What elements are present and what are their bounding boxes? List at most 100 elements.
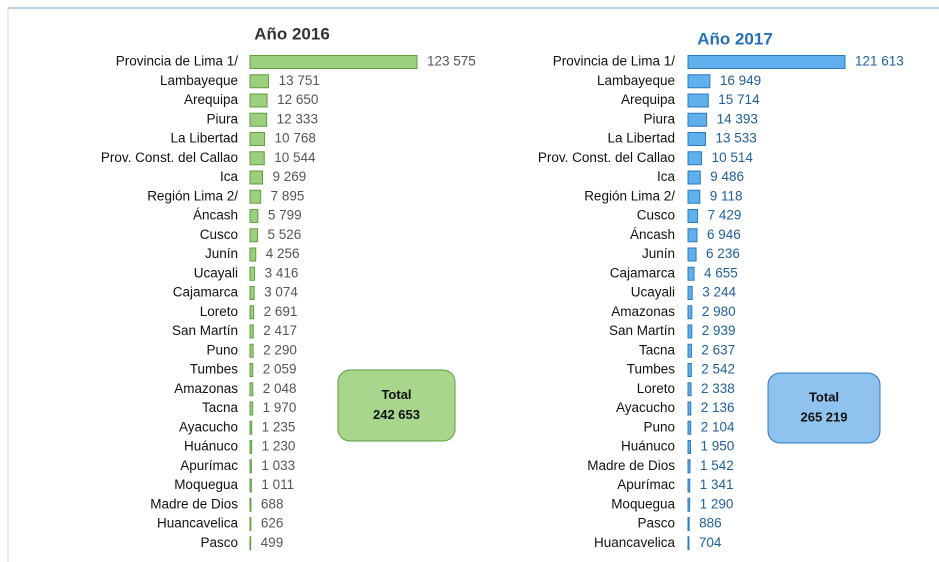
value-label: 2 290: [263, 342, 297, 357]
bar: [687, 478, 691, 493]
category-label: Tumbes: [627, 362, 676, 377]
bar: [249, 74, 270, 89]
bar: [249, 151, 265, 166]
category-label: Pasco: [200, 535, 238, 550]
category-label: Áncash: [630, 227, 675, 242]
total-value: 242 653: [373, 407, 420, 422]
category-label: Provincia de Lima 1/: [553, 54, 676, 69]
category-label: Prov. Const. del Callao: [101, 150, 238, 165]
value-label: 886: [699, 516, 722, 531]
value-label: 121 613: [855, 54, 904, 69]
category-label: Huánuco: [184, 439, 238, 454]
category-label: San Martín: [609, 323, 675, 338]
value-label: 9 269: [273, 169, 307, 184]
bar: [687, 189, 701, 204]
value-label: 1 290: [700, 496, 734, 511]
category-label: Piura: [643, 111, 675, 126]
value-label: 9 118: [710, 188, 743, 203]
value-label: 10 544: [274, 150, 316, 165]
category-label: Provincia de Lima 1/: [116, 54, 239, 69]
category-label: Lambayeque: [160, 73, 238, 88]
bar: [687, 324, 693, 339]
bar: [249, 266, 256, 281]
value-label: 688: [261, 496, 284, 511]
bar: [687, 401, 692, 416]
category-label: Ucayali: [194, 265, 238, 280]
value-label: 2 059: [263, 362, 297, 377]
value-label: 7 895: [271, 188, 305, 203]
bar: [249, 247, 257, 262]
category-label: Madre de Dios: [150, 496, 238, 511]
bar: [687, 209, 699, 223]
value-label: 9 486: [710, 169, 744, 184]
value-label: 1 341: [700, 477, 734, 492]
total-box: [767, 372, 881, 444]
category-label: Ica: [220, 169, 239, 184]
value-label: 13 533: [715, 131, 756, 146]
category-label: Piura: [206, 111, 238, 126]
value-label: 499: [261, 535, 284, 550]
value-label: 3 244: [702, 285, 736, 300]
bar: [249, 382, 254, 397]
value-label: 2 637: [701, 342, 735, 357]
bar: [687, 132, 706, 146]
value-label: 7 429: [708, 208, 742, 223]
category-label: Puno: [206, 342, 238, 357]
value-label: 1 230: [262, 439, 296, 454]
category-label: Ucayali: [631, 285, 675, 300]
bar: [249, 536, 252, 551]
bar: [249, 517, 252, 531]
value-label: 3 416: [265, 265, 299, 280]
category-label: Prov. Const. del Callao: [538, 150, 675, 165]
bar: [249, 459, 252, 474]
chart-title: Año 2016: [254, 24, 330, 43]
bar: [249, 170, 264, 185]
bar: [687, 459, 691, 474]
value-label: 3 074: [264, 285, 298, 300]
category-label: Huánuco: [621, 439, 675, 454]
value-label: 2 104: [701, 419, 735, 434]
value-label: 5 799: [268, 208, 302, 223]
category-label: Moquegua: [611, 496, 675, 511]
value-label: 123 575: [427, 54, 476, 69]
category-label: Cusco: [200, 227, 238, 242]
bar: [687, 228, 698, 243]
value-label: 1 011: [261, 477, 294, 492]
value-label: 626: [261, 516, 284, 531]
bar: [687, 112, 708, 127]
total-title: Total: [381, 387, 411, 402]
value-label: 15 714: [718, 92, 760, 107]
bar: [687, 286, 693, 300]
bar: [687, 305, 693, 320]
value-label: 6 946: [707, 227, 741, 242]
category-label: Cusco: [637, 208, 675, 223]
category-label: Junín: [642, 246, 675, 261]
category-label: Tacna: [202, 400, 239, 415]
bar: [687, 247, 697, 262]
value-label: 1 033: [261, 458, 295, 473]
category-label: Madre de Dios: [587, 458, 675, 473]
value-label: 2 980: [702, 304, 736, 319]
chart-title: Año 2017: [697, 29, 773, 48]
category-label: Ayacucho: [616, 400, 675, 415]
category-label: Tacna: [639, 342, 676, 357]
category-label: Arequipa: [184, 92, 239, 107]
value-label: 4 655: [704, 265, 738, 280]
bar: [249, 286, 255, 300]
bar: [687, 266, 695, 281]
bar: [249, 420, 253, 435]
value-label: 1 950: [701, 439, 735, 454]
bar: [249, 209, 259, 223]
value-label: 16 949: [720, 73, 761, 88]
bar: [687, 363, 692, 377]
value-label: 2 338: [701, 381, 735, 396]
value-label: 10 514: [712, 150, 754, 165]
value-label: 6 236: [706, 246, 740, 261]
category-label: La Libertad: [607, 131, 675, 146]
value-label: 2 048: [263, 381, 297, 396]
bar: [687, 497, 691, 512]
category-label: Pasco: [637, 516, 675, 531]
value-label: 2 417: [263, 323, 297, 338]
total-box: [337, 369, 456, 442]
